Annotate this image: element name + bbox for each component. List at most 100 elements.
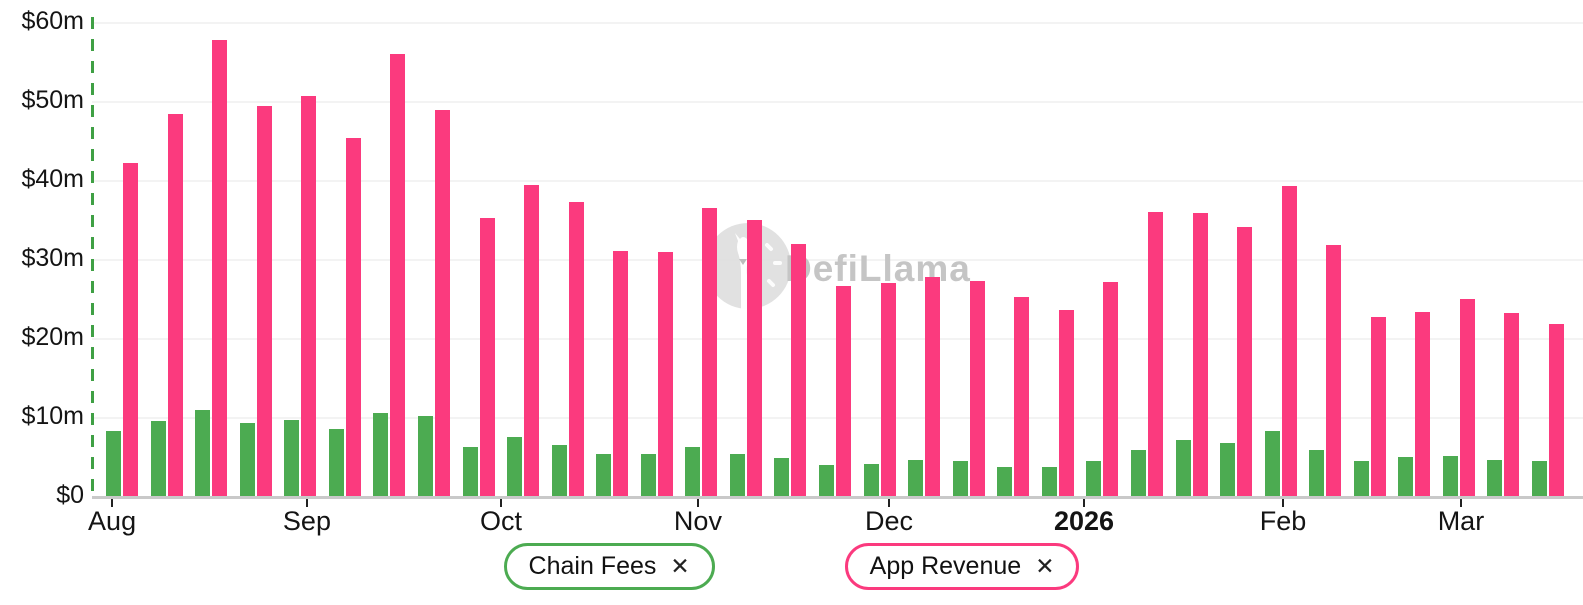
app-revenue-bar[interactable] <box>925 276 941 497</box>
chain-fees-bar[interactable] <box>1264 431 1280 497</box>
close-icon[interactable]: ✕ <box>670 553 690 579</box>
app-revenue-bar[interactable] <box>1459 298 1475 497</box>
bar-group-week-30 <box>1398 23 1431 497</box>
bar-group-week-25 <box>1175 23 1208 497</box>
app-revenue-bar[interactable] <box>1192 213 1208 497</box>
chain-fees-bar[interactable] <box>462 447 478 497</box>
chain-fees-bar[interactable] <box>863 463 879 497</box>
chain-fees-bar[interactable] <box>1041 466 1057 497</box>
chain-fees-bar[interactable] <box>1442 455 1458 497</box>
chain-fees-bar[interactable] <box>1353 460 1369 497</box>
chain-fees-bar[interactable] <box>819 465 834 497</box>
app-revenue-bar[interactable] <box>1237 226 1253 497</box>
app-revenue-bar[interactable] <box>1014 297 1030 497</box>
bar-group-week-15 <box>729 23 762 497</box>
app-revenue-bar[interactable] <box>702 207 718 497</box>
app-revenue-bar[interactable] <box>1504 312 1520 497</box>
bar-group-week-29 <box>1353 23 1386 497</box>
chain-fees-bar[interactable] <box>729 453 745 497</box>
chain-fees-bar[interactable] <box>774 458 790 497</box>
app-revenue-bar[interactable] <box>434 109 450 497</box>
y-axis-label: $60m <box>21 7 84 36</box>
app-revenue-bar[interactable] <box>1415 312 1431 497</box>
app-revenue-bar[interactable] <box>880 282 896 497</box>
app-revenue-bar[interactable] <box>969 281 985 497</box>
chain-fees-bar[interactable] <box>551 444 567 497</box>
legend: Chain Fees ✕ App Revenue ✕ <box>0 543 1583 590</box>
app-revenue-bar[interactable] <box>123 162 138 497</box>
y-axis-label: $10m <box>21 402 84 431</box>
chain-fees-bar[interactable] <box>1175 440 1191 497</box>
chain-fees-bar[interactable] <box>1309 450 1325 497</box>
y-axis-label: $0 <box>56 481 84 510</box>
chain-fees-bar[interactable] <box>373 413 389 497</box>
chain-fees-bar[interactable] <box>106 431 121 497</box>
chain-fees-bar[interactable] <box>507 436 523 497</box>
app-revenue-bar[interactable] <box>613 251 629 497</box>
y-axis-label: $30m <box>21 244 84 273</box>
bar-group-week-1 <box>106 23 138 497</box>
month-tick <box>1459 497 1462 507</box>
month-label: Sep <box>282 506 331 536</box>
app-revenue-bar[interactable] <box>256 105 272 497</box>
month-label: Dec <box>864 506 914 536</box>
app-revenue-bar[interactable] <box>390 53 406 497</box>
month-tick <box>111 497 114 507</box>
chain-fees-bar[interactable] <box>997 466 1013 497</box>
y-axis-label: $50m <box>21 86 84 115</box>
bar-group-week-16 <box>774 23 807 497</box>
chain-fees-bar[interactable] <box>150 421 166 497</box>
chain-fees-bar[interactable] <box>1220 443 1236 497</box>
app-revenue-bar[interactable] <box>1058 309 1074 497</box>
chain-fees-bar[interactable] <box>1487 459 1503 497</box>
app-revenue-bar[interactable] <box>345 137 361 497</box>
app-revenue-bar[interactable] <box>791 244 807 497</box>
chain-fees-bar[interactable] <box>328 429 344 497</box>
app-revenue-bar[interactable] <box>301 95 317 497</box>
app-revenue-bar[interactable] <box>167 113 183 497</box>
app-revenue-bar[interactable] <box>746 219 762 497</box>
chain-fees-bar[interactable] <box>284 419 300 497</box>
month-label: Nov <box>673 506 722 536</box>
chain-fees-bar[interactable] <box>1130 450 1146 497</box>
app-revenue-bar[interactable] <box>212 39 228 497</box>
chain-fees-bar[interactable] <box>195 410 211 497</box>
chain-fees-bar[interactable] <box>417 416 433 497</box>
app-revenue-bar[interactable] <box>1147 211 1163 497</box>
app-revenue-bar[interactable] <box>568 202 584 497</box>
bar-group-week-10 <box>507 23 540 497</box>
chain-fees-bar[interactable] <box>952 461 968 497</box>
plot-area: DefiLlama <box>91 17 1583 497</box>
app-revenue-bar[interactable] <box>1281 185 1297 497</box>
bar-group-week-8 <box>417 23 450 497</box>
app-revenue-bar[interactable] <box>1326 245 1342 497</box>
close-icon[interactable]: ✕ <box>1035 553 1055 579</box>
app-revenue-bar[interactable] <box>1549 324 1564 497</box>
chain-fees-bar[interactable] <box>1086 460 1102 497</box>
bar-group-week-21 <box>997 23 1030 497</box>
bar-group-week-28 <box>1309 23 1342 497</box>
chain-fees-bar[interactable] <box>1398 456 1414 497</box>
bar-group-week-20 <box>952 23 985 497</box>
chain-fees-bar[interactable] <box>596 454 612 497</box>
app-revenue-bar[interactable] <box>524 184 540 497</box>
chain-fees-bar[interactable] <box>685 447 701 497</box>
app-revenue-bar[interactable] <box>657 252 673 497</box>
month-tick <box>1083 497 1086 507</box>
app-revenue-bar[interactable] <box>1370 316 1386 497</box>
app-revenue-bar[interactable] <box>1103 282 1119 497</box>
bar-group-week-17 <box>819 23 851 497</box>
legend-pill-chain-fees[interactable]: Chain Fees ✕ <box>503 543 715 590</box>
chain-fees-bar[interactable] <box>640 453 656 497</box>
bar-group-week-4 <box>239 23 272 497</box>
app-revenue-bar[interactable] <box>836 286 851 497</box>
y-axis-dashed-line <box>91 17 94 497</box>
bar-group-week-13 <box>640 23 673 497</box>
month-label: Mar <box>1437 506 1485 536</box>
legend-pill-app-revenue[interactable]: App Revenue ✕ <box>844 543 1080 590</box>
chain-fees-bar[interactable] <box>908 459 924 497</box>
legend-label-chain-fees: Chain Fees <box>528 552 657 580</box>
app-revenue-bar[interactable] <box>479 218 495 497</box>
chain-fees-bar[interactable] <box>1532 460 1547 497</box>
chain-fees-bar[interactable] <box>239 422 255 497</box>
